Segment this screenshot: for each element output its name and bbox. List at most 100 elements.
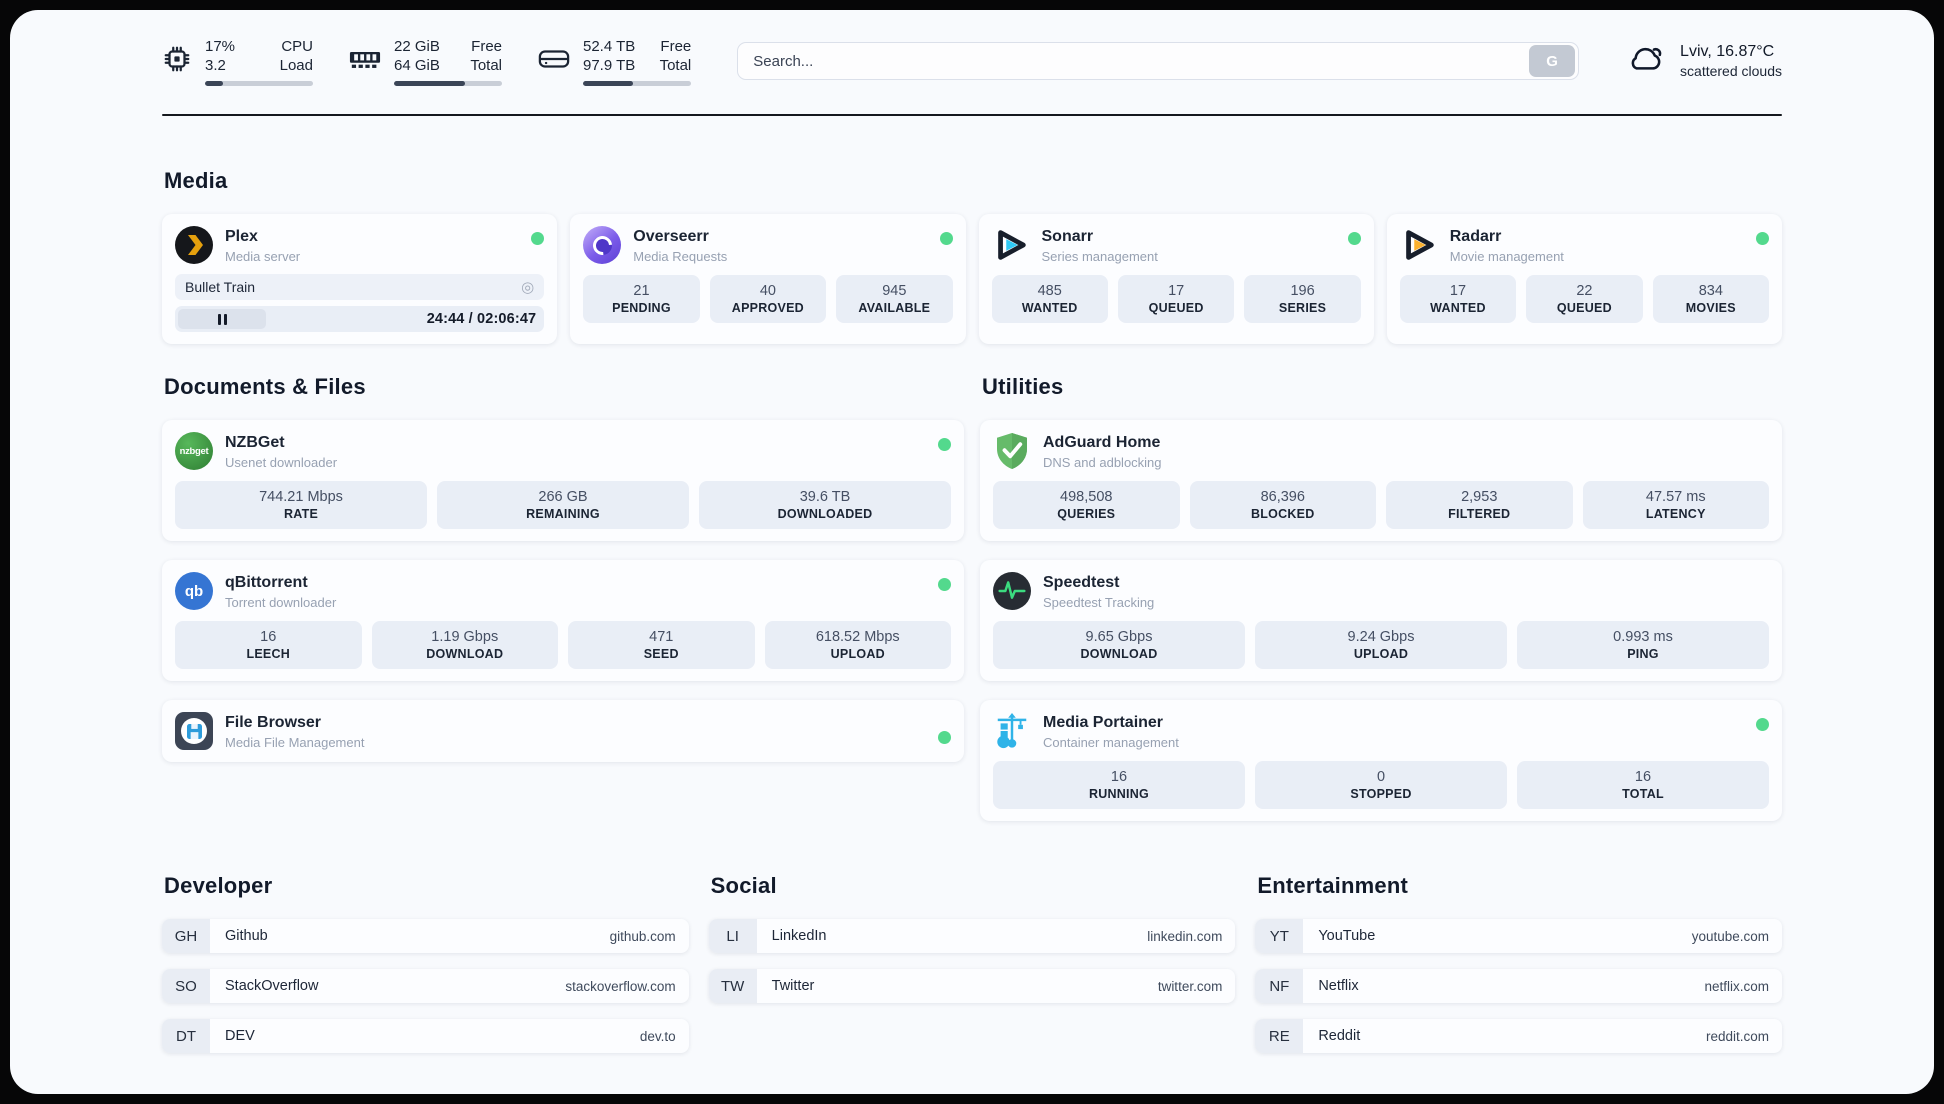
memory-total-value: 64 GiB	[394, 57, 440, 74]
app-title: Overseerr	[633, 228, 709, 245]
section-title-utilities: Utilities	[982, 374, 1064, 399]
status-online-dot	[1756, 718, 1769, 731]
adguard-icon	[993, 432, 1031, 470]
stat-box: 21 PENDING	[583, 275, 700, 323]
link-twitter[interactable]: TW Twitter twitter.com	[708, 969, 1236, 1003]
app-card-sonarr[interactable]: Sonarr Series management 485 WANTED 17 Q…	[978, 214, 1374, 344]
link-url: stackoverflow.com	[565, 978, 676, 994]
now-playing-title: Bullet Train	[185, 279, 256, 295]
app-card-radarr[interactable]: Radarr Movie management 17 WANTED 22 QUE…	[1386, 214, 1782, 344]
speedtest-icon	[993, 572, 1031, 610]
cloud-icon	[1625, 43, 1667, 80]
cpu-progress-bar	[205, 80, 313, 86]
portainer-icon	[993, 712, 1031, 750]
app-card-plex[interactable]: Plex Media server Bullet Train ◎ 24:44 /…	[162, 214, 558, 344]
section-title-documents: Documents & Files	[164, 374, 366, 399]
disk-progress-bar	[583, 80, 692, 86]
link-url: dev.to	[639, 1028, 676, 1044]
link-abbr: LI	[708, 919, 757, 953]
search-bar: G	[737, 42, 1580, 80]
link-abbr: DT	[162, 1019, 210, 1053]
search-input[interactable]	[737, 42, 1580, 80]
app-card-overseerr[interactable]: Overseerr Media Requests 21 PENDING 40 A…	[570, 214, 966, 344]
pause-button[interactable]	[178, 309, 266, 329]
link-name: Twitter	[771, 978, 815, 994]
memory-progress-bar	[394, 80, 502, 86]
memory-free-value: 22 GiB	[394, 37, 440, 55]
stat-box: 1.19 Gbps DOWNLOAD	[371, 621, 558, 669]
memory-free-label: Free	[471, 37, 502, 55]
player-controls-row: 24:44 / 02:06:47	[175, 306, 545, 332]
top-bar: 17% 3.2 CPU Load	[162, 36, 1782, 86]
app-title: Radarr	[1449, 228, 1502, 245]
link-url: twitter.com	[1157, 978, 1223, 994]
link-url: youtube.com	[1691, 928, 1769, 944]
disk-free-label: Free	[660, 37, 692, 55]
app-card-speedtest[interactable]: Speedtest Speedtest Tracking 9.65 Gbps D…	[980, 560, 1782, 681]
dashboard-panel: 17% 3.2 CPU Load	[10, 10, 1934, 1094]
stat-box: 9.24 Gbps UPLOAD	[1255, 621, 1507, 669]
search-engine-button[interactable]: G	[1529, 45, 1576, 77]
link-abbr: YT	[1255, 919, 1304, 953]
plex-icon	[175, 226, 213, 264]
stat-box: 0.993 ms PING	[1517, 621, 1769, 669]
stat-box: 945 AVAILABLE	[836, 275, 953, 323]
header-divider	[162, 114, 1782, 116]
app-card-nzbget[interactable]: nzbget NZBGet Usenet downloader 744.21 M…	[162, 420, 964, 541]
stat-box: 17 WANTED	[1399, 275, 1517, 323]
link-linkedin[interactable]: LI LinkedIn linkedin.com	[708, 919, 1236, 953]
link-url: linkedin.com	[1147, 928, 1223, 944]
link-url: netflix.com	[1704, 978, 1769, 994]
system-stats: 17% 3.2 CPU Load	[162, 37, 692, 86]
app-subtitle: Container management	[1043, 735, 1179, 750]
app-subtitle: Speedtest Tracking	[1043, 595, 1155, 610]
link-netflix[interactable]: NF Netflix netflix.com	[1255, 969, 1782, 1003]
app-title: qBittorrent	[225, 574, 308, 591]
cpu-load-label: Load	[279, 57, 313, 74]
cpu-usage-label: CPU	[281, 37, 313, 55]
stat-box: 17 QUEUED	[1117, 275, 1235, 323]
link-reddit[interactable]: RE Reddit reddit.com	[1255, 1019, 1782, 1053]
link-stackoverflow[interactable]: SO StackOverflow stackoverflow.com	[162, 969, 689, 1003]
sonarr-icon	[992, 226, 1030, 264]
radarr-icon	[1400, 226, 1438, 264]
link-dev[interactable]: DT DEV dev.to	[162, 1019, 689, 1053]
stat-box: 2,953 FILTERED	[1386, 481, 1573, 529]
section-title-entertainment: Entertainment	[1257, 873, 1409, 898]
stat-box: 16 LEECH	[175, 621, 362, 669]
weather-condition: scattered clouds	[1680, 63, 1782, 79]
stat-box: 47.57 ms LATENCY	[1582, 481, 1769, 529]
status-online-dot	[938, 730, 951, 744]
app-subtitle: Media File Management	[225, 734, 365, 750]
playback-time: 24:44 / 02:06:47	[426, 311, 537, 327]
stat-box: 485 WANTED	[991, 275, 1108, 323]
app-subtitle: Media server	[225, 249, 301, 264]
stat-box: 744.21 Mbps RATE	[175, 481, 427, 529]
link-abbr: NF	[1255, 969, 1304, 1003]
status-online-dot	[939, 232, 953, 245]
status-online-dot	[531, 232, 545, 245]
section-title-social: Social	[710, 873, 777, 898]
link-name: YouTube	[1318, 928, 1376, 944]
app-title: File Browser	[225, 713, 322, 731]
cpu-stat: 17% 3.2 CPU Load	[162, 37, 313, 86]
app-card-qbittorrent[interactable]: qb qBittorrent Torrent downloader 16 LEE…	[162, 560, 964, 681]
link-youtube[interactable]: YT YouTube youtube.com	[1255, 919, 1782, 953]
link-abbr: GH	[162, 919, 210, 953]
link-name: Github	[225, 928, 268, 944]
app-card-portainer[interactable]: Media Portainer Container management 16 …	[980, 700, 1782, 821]
weather-widget[interactable]: Lviv, 16.87°C scattered clouds	[1625, 43, 1782, 80]
stat-box: 471 SEED	[568, 621, 755, 669]
stat-box: 86,396 BLOCKED	[1189, 481, 1376, 529]
link-url: reddit.com	[1705, 1028, 1769, 1044]
app-card-adguard[interactable]: AdGuard Home DNS and adblocking 498,508 …	[980, 420, 1782, 541]
weather-location-temp: Lviv, 16.87°C	[1680, 43, 1775, 60]
memory-total-label: Total	[470, 57, 502, 74]
cpu-usage-value: 17%	[205, 37, 236, 55]
app-card-filebrowser[interactable]: File Browser Media File Management	[162, 700, 964, 762]
stat-box: 40 APPROVED	[709, 275, 827, 323]
link-name: Reddit	[1318, 1028, 1361, 1044]
app-subtitle: Torrent downloader	[225, 595, 337, 610]
link-github[interactable]: GH Github github.com	[162, 919, 689, 953]
app-title: Sonarr	[1041, 228, 1094, 245]
